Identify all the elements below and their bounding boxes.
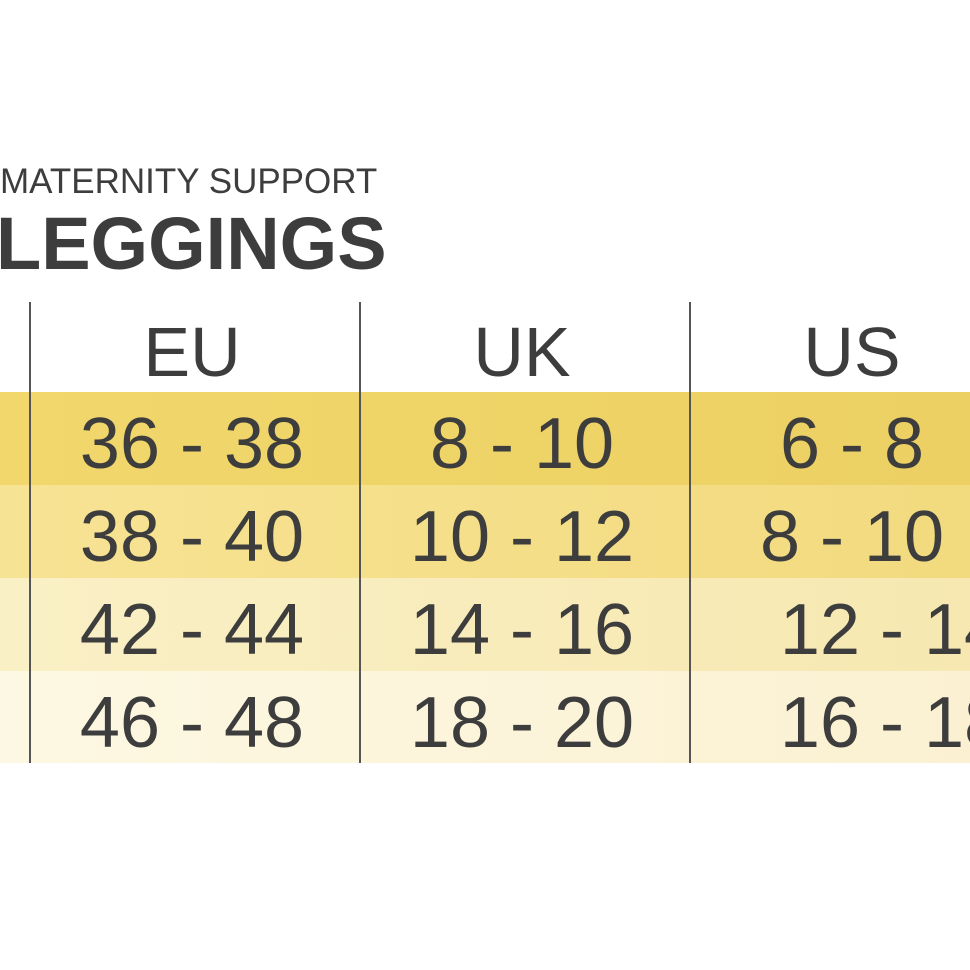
cell: 14 - 16 [410,590,634,670]
cell: 16 - 18 [780,683,970,763]
title: LEGGINGS [0,202,387,285]
cell: 46 - 48 [80,683,304,763]
cell: 10 - 12 [410,497,634,577]
cell: 8 - 10 [760,497,944,577]
cell: 42 - 44 [80,590,304,670]
cell: 38 - 40 [80,497,304,577]
cell: 6 - 8 [780,404,924,484]
cell: 36 - 38 [80,404,304,484]
row-background [0,578,970,671]
row-background [0,485,970,578]
column-header: EU [143,313,240,391]
column-header: UK [473,313,570,391]
cell: 12 - 14 [780,590,970,670]
subtitle: MATERNITY SUPPORT [0,162,377,201]
column-header: US [803,313,900,391]
cell: 8 - 10 [430,404,614,484]
cell: 18 - 20 [410,683,634,763]
table: EU UK US 36 - 38 8 - 10 6 - 8 38 - 40 10 - 12 8 … [0,302,970,763]
row-background [0,392,970,485]
row-background [0,671,970,763]
